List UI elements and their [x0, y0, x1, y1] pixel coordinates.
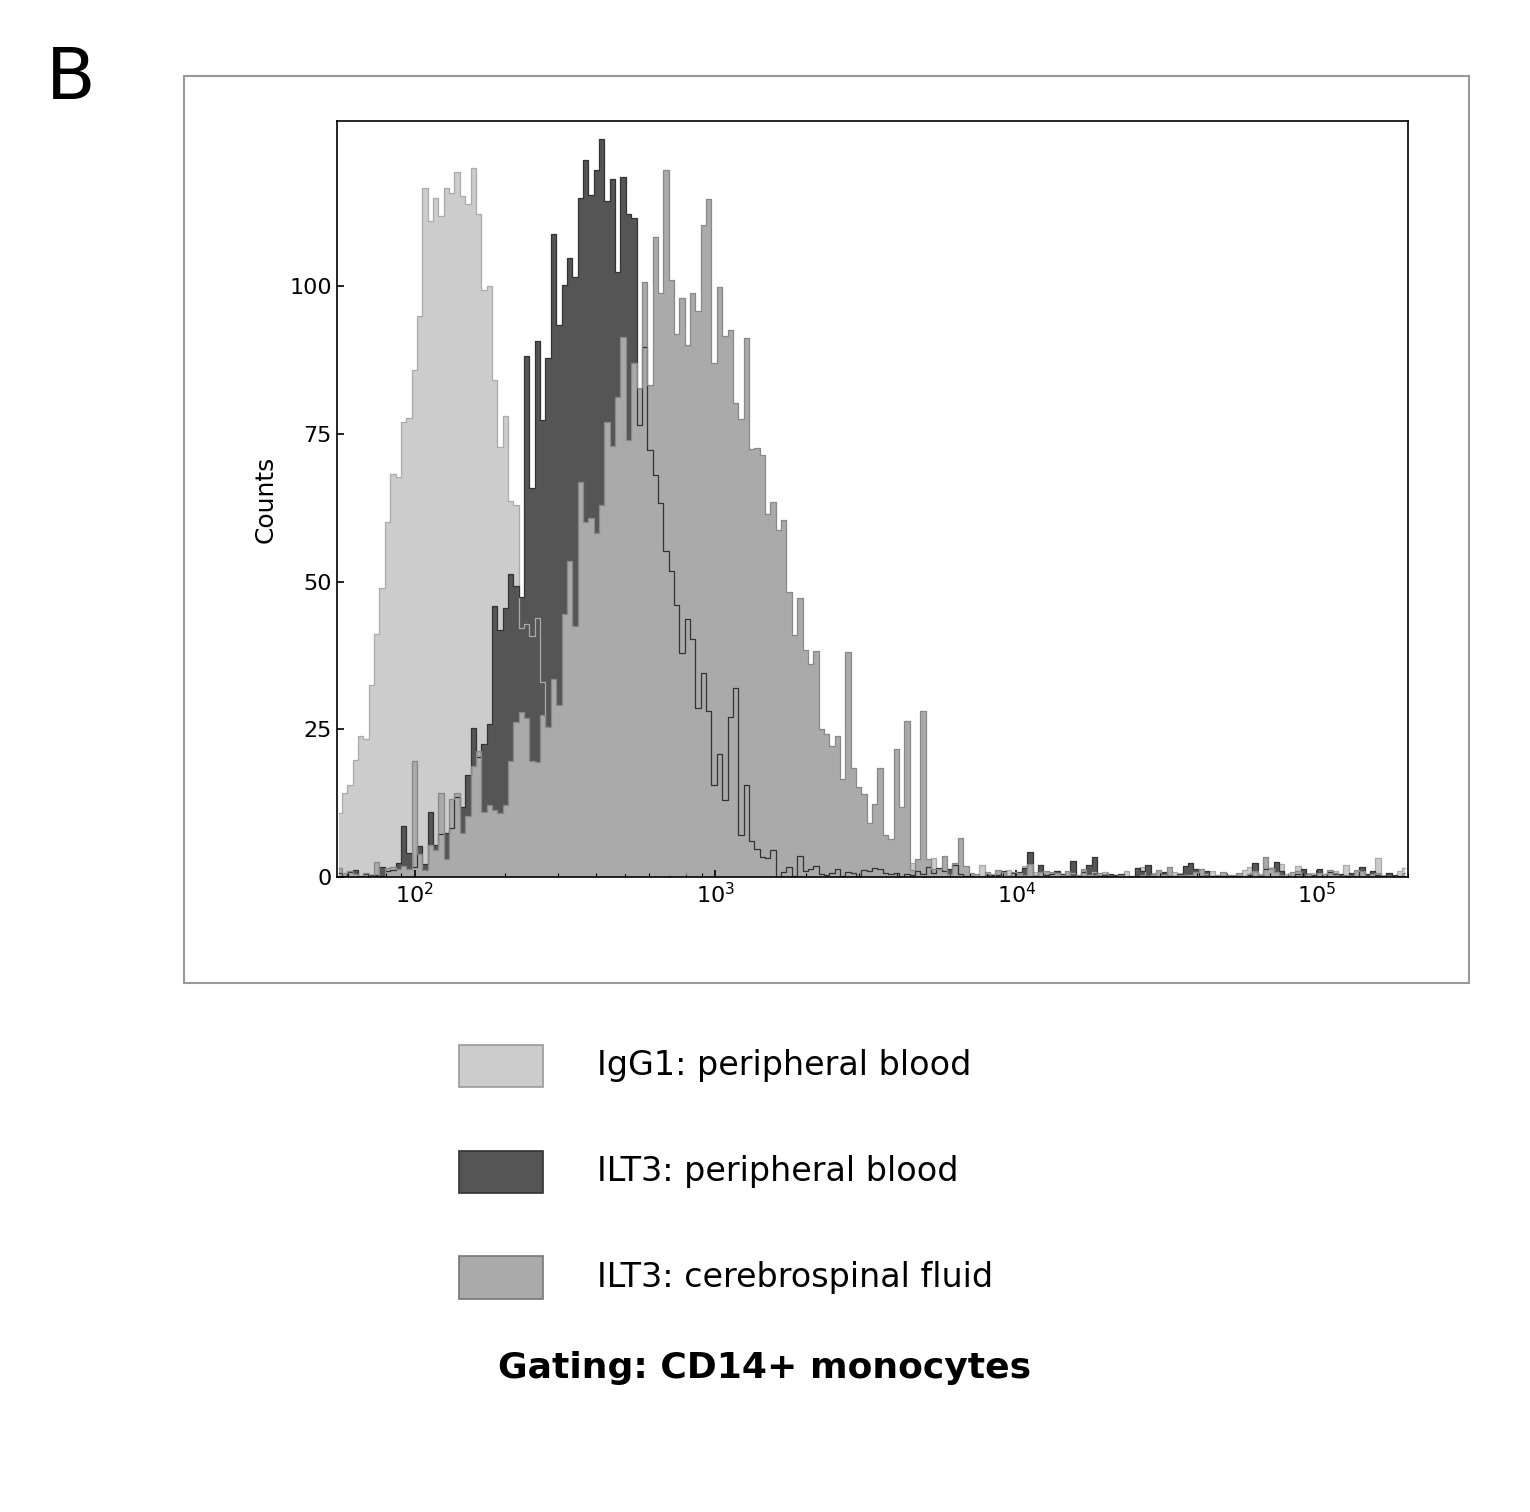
Text: B: B [46, 45, 95, 115]
Text: Gating: CD14+ monocytes: Gating: CD14+ monocytes [499, 1352, 1031, 1385]
Text: ILT3: peripheral blood: ILT3: peripheral blood [597, 1155, 958, 1188]
Text: IgG1: peripheral blood: IgG1: peripheral blood [597, 1049, 972, 1083]
Text: ILT3: cerebrospinal fluid: ILT3: cerebrospinal fluid [597, 1261, 993, 1294]
Y-axis label: Counts: Counts [254, 455, 278, 543]
